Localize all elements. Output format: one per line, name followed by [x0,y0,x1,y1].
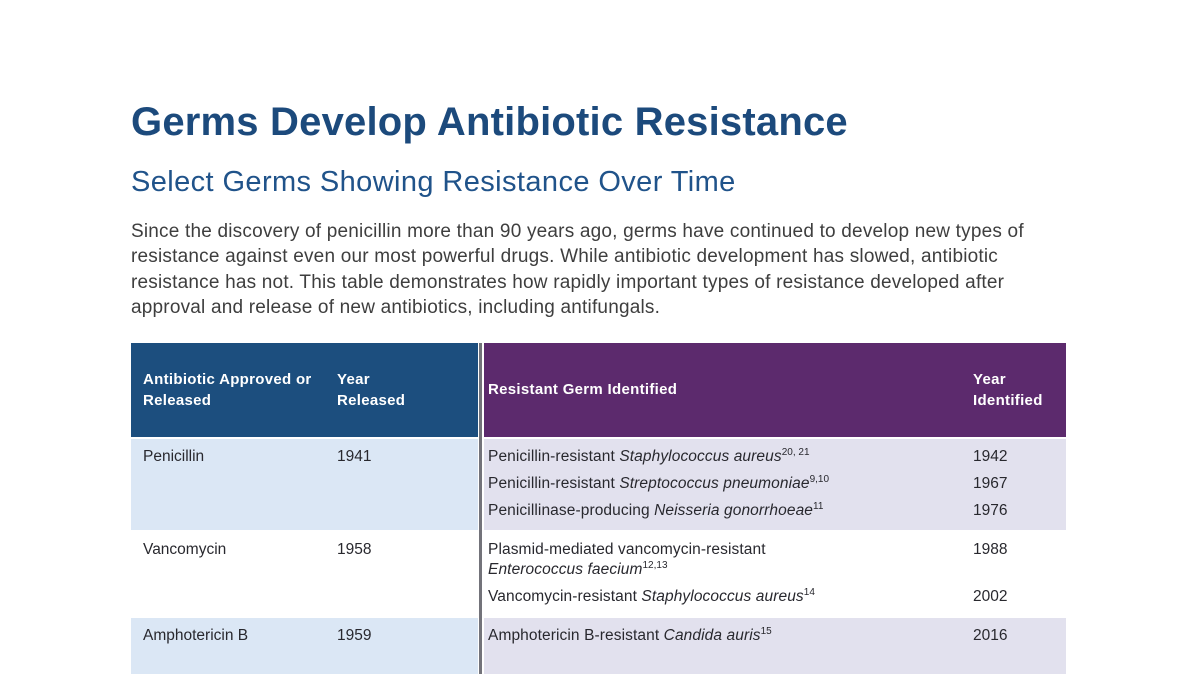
table-row: Amphotericin B 1959 Amphotericin B-resista… [131,617,1066,674]
antibiotic-name-cell: Amphotericin B [131,617,337,674]
germ-description: Plasmid-mediated vancomycin-resistant Ent… [484,540,973,580]
germ-list-cell: Penicillin-resistant Staphylococcus aure… [484,438,1066,530]
table-body: Penicillin 1941 Penicillin-resistant Staph… [131,438,1066,674]
antibiotic-name-cell: Penicillin [131,438,337,530]
germ-description: Penicillin-resistant Staphylococcus aure… [484,447,973,467]
germ-description: Penicillin-resistant Streptococcus pneum… [484,474,973,494]
germ-species-italic: Streptococcus pneumoniae [619,474,810,492]
germ-entry: Penicillin-resistant Streptococcus pneum… [484,474,1066,494]
germ-text-segment: Penicillin-resistant [488,447,620,465]
page-subtitle: Select Germs Showing Resistance Over Tim… [131,165,736,198]
reference-superscript: 9,10 [809,473,830,485]
germ-species-italic: Staphylococcus aureus [641,587,804,605]
germ-list-cell: Plasmid-mediated vancomycin-resistant Ent… [484,531,1066,616]
table-header-right: Resistant Germ Identified Year Identifie… [484,342,1066,437]
intro-paragraph: Since the discovery of penicillin more t… [131,220,1024,319]
year-released-cell: 1958 [337,531,478,616]
resistance-table: Antibiotic Approved or Released Year Rel… [131,342,1066,674]
germ-text-segment: Penicillinase-producing [488,501,655,519]
reference-superscript: 12,13 [642,559,668,571]
germ-entry: Amphotericin B-resistant Candida auris15… [484,626,1066,646]
germ-text-segment: Penicillin-resistant [488,474,620,492]
header-year-released-label: Year Released [337,370,406,409]
germ-description: Vancomycin-resistant Staphylococcus aure… [484,587,973,607]
year-identified-cell: 1988 [973,540,1008,558]
year-identified-cell: 1976 [973,501,1008,519]
header-year-identified: Year Identified [973,369,1066,411]
germ-text-segment: Plasmid-mediated vancomycin-resistant [488,540,766,558]
germ-entry: Penicillin-resistant Staphylococcus aure… [484,447,1066,467]
header-resistant-germ: Resistant Germ Identified [488,381,678,399]
germ-species-italic: Candida auris [663,626,761,644]
germ-entry: Vancomycin-resistant Staphylococcus aure… [484,587,1066,607]
germ-description: Amphotericin B-resistant Candida auris15 [484,626,973,646]
header-antibiotic-approved: Antibiotic Approved or Released [143,370,312,409]
germ-text-segment: Amphotericin B-resistant [488,626,664,644]
germ-species-italic: Staphylococcus aureus [619,447,782,465]
year-identified-cell: 2002 [973,587,1008,605]
reference-superscript: 15 [760,625,772,637]
header-year-released: Year Released [337,369,478,411]
germ-entry: Plasmid-mediated vancomycin-resistant Ent… [484,540,1066,580]
header-year-identified-label: Year Identified [973,370,1043,409]
table-section-divider [479,342,482,674]
table-header-left: Antibiotic Approved or Released Year Rel… [131,342,478,437]
table-header-row: Antibiotic Approved or Released Year Rel… [131,342,1066,437]
reference-superscript: 14 [803,586,815,598]
table-row: Vancomycin 1958 Plasmid-mediated vancomyci… [131,531,1066,616]
year-identified-cell: 1942 [973,447,1008,465]
table-row: Penicillin 1941 Penicillin-resistant Staph… [131,438,1066,530]
year-released-cell: 1941 [337,438,478,530]
reference-superscript: 11 [813,500,824,512]
germ-list-cell: Amphotericin B-resistant Candida auris15… [484,617,1066,674]
antibiotic-name-cell: Vancomycin [131,531,337,616]
germ-species-italic: Neisseria gonorrhoeae [654,501,814,519]
germ-species-italic: Enterococcus faecium [488,560,643,578]
year-identified-cell: 2016 [973,626,1008,644]
year-released-cell: 1959 [337,617,478,674]
germ-entry: Penicillinase-producing Neisseria gonorr… [484,501,1066,521]
page-title: Germs Develop Antibiotic Resistance [131,100,848,144]
germ-description: Penicillinase-producing Neisseria gonorr… [484,501,973,521]
germ-text-segment: Vancomycin-resistant [488,587,642,605]
year-identified-cell: 1967 [973,474,1008,492]
reference-superscript: 20, 21 [781,446,810,458]
